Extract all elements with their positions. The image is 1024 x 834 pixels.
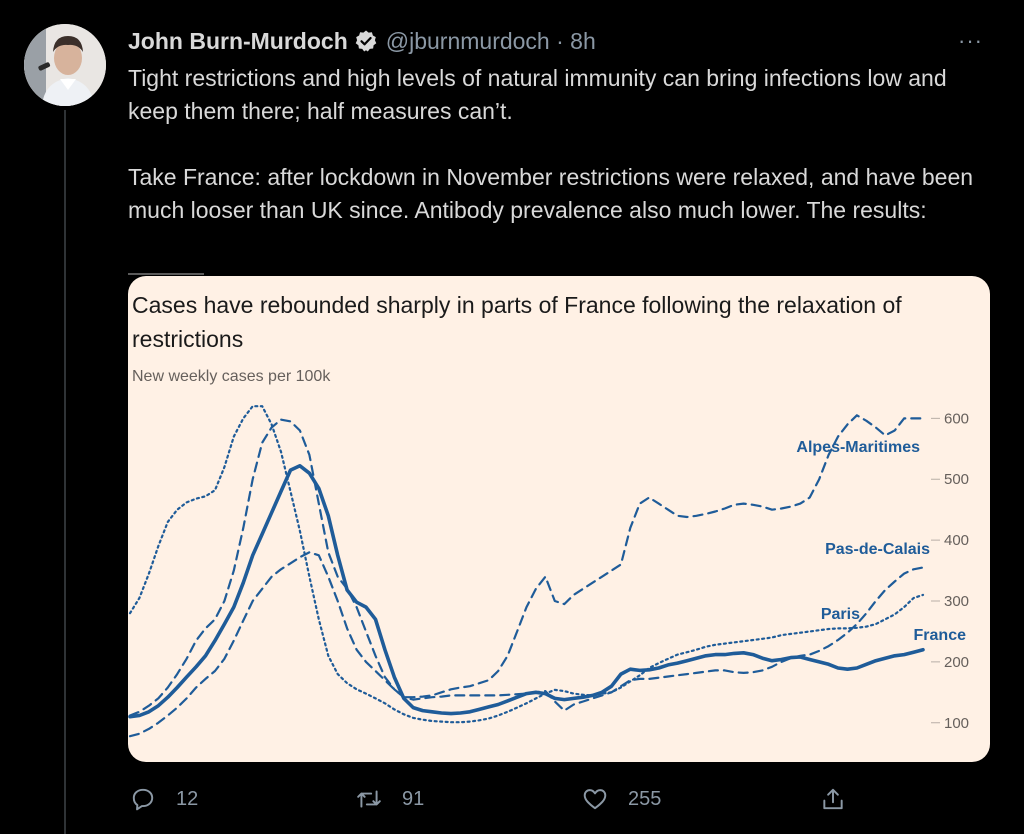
series-line-paris [128, 405, 925, 724]
y-tick-label: 500 [944, 471, 969, 488]
reply-icon [132, 788, 154, 811]
reply-button[interactable]: 12 [130, 786, 198, 812]
series-line-alpes-maritimes [128, 414, 925, 717]
series-label-paris: Paris [821, 606, 860, 623]
series-line-pas-de-calais [128, 551, 925, 738]
heart-icon [583, 789, 607, 810]
author-name[interactable]: John Burn-Murdoch [128, 27, 348, 54]
chart-subtitle: New weekly cases per 100k [132, 368, 331, 385]
retweet-count: 91 [402, 787, 425, 810]
series-line-france [128, 464, 925, 719]
series-label-pas-de-calais: Pas-de-Calais [825, 541, 930, 558]
retweet-button[interactable]: 91 [356, 786, 424, 812]
tweet-header: John Burn-Murdoch @jburnmurdoch · 8h [128, 26, 596, 56]
y-tick-label: 400 [944, 532, 969, 549]
line-chart: 100 200 300 400 500 600 France Alpes-Maritimes P… [128, 405, 969, 738]
y-tick-label: 100 [944, 715, 969, 732]
like-button[interactable]: 255 [582, 786, 661, 812]
series-label-alpes-maritimes: Alpes-Maritimes [796, 439, 920, 456]
y-tick-label: 600 [944, 410, 969, 427]
like-count: 255 [628, 787, 662, 810]
reply-count: 12 [176, 787, 199, 810]
avatar[interactable] [24, 24, 106, 106]
share-icon [823, 788, 843, 810]
y-tick-label: 300 [944, 593, 969, 610]
series-label-france: France [914, 627, 967, 644]
thread-connector-line [64, 110, 66, 834]
chart-title: Cases have rebounded sharply in parts of… [132, 292, 902, 352]
chart-image-card[interactable]: Cases have rebounded sharply in parts of… [128, 276, 990, 762]
y-tick-label: 200 [944, 654, 969, 671]
more-dots-icon[interactable]: ··· [958, 28, 983, 53]
tweet-paragraph-1: Tight restrictions and high levels of na… [128, 65, 947, 124]
avatar-photo [24, 24, 106, 106]
tweet-actions: 12 91 255 [128, 786, 990, 818]
share-button[interactable] [820, 786, 846, 812]
retweet-icon [357, 790, 381, 808]
tweet-text: Tight restrictions and high levels of na… [128, 62, 998, 227]
verified-badge-icon [354, 29, 378, 53]
author-handle-and-time[interactable]: @jburnmurdoch · 8h [385, 27, 596, 54]
tweet-paragraph-2: Take France: after lockdown in November … [128, 164, 974, 223]
media-card-divider [128, 273, 204, 275]
